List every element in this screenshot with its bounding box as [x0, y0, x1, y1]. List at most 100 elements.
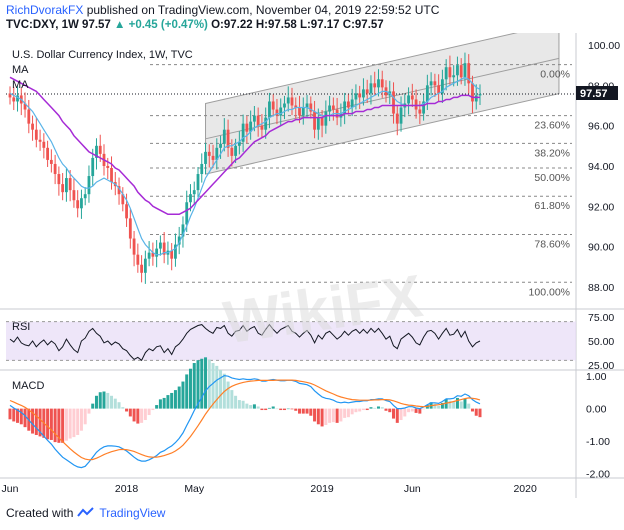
symbol-change: ▲ +0.45 (+0.47%) — [114, 19, 208, 31]
macd-histogram-bar — [237, 400, 241, 409]
candle-body — [347, 101, 350, 108]
candle-body — [241, 123, 245, 142]
macd-histogram-bar — [305, 408, 309, 414]
candle-body — [23, 103, 27, 110]
macd-histogram-bar — [343, 408, 347, 418]
macd-histogram-bar — [256, 406, 260, 409]
author-link[interactable]: RichDvorakFX — [6, 3, 84, 17]
macd-histogram-bar — [414, 408, 418, 413]
macd-histogram-bar — [407, 408, 411, 413]
publish-info: published on TradingView.com, November 0… — [86, 3, 440, 17]
chart-area[interactable]: 0.00% 23.60% 38.20% 50.00% 61.80% 78.60% 100.0… — [0, 33, 624, 506]
candle-body — [365, 89, 369, 94]
candle-body — [98, 145, 102, 154]
macd-label: MACD — [12, 380, 44, 392]
macd-histogram-bar — [463, 398, 467, 409]
candle-body — [204, 151, 207, 164]
macd-histogram-bar — [252, 404, 256, 409]
candle-body — [132, 238, 136, 255]
candle-body — [478, 94, 482, 96]
candle-body — [343, 101, 347, 114]
candle-body — [143, 258, 147, 273]
macd-histogram-bar — [38, 408, 42, 437]
candle-body — [91, 157, 95, 177]
candle-body — [121, 194, 125, 205]
macd-tick-label: 1.00 — [586, 371, 607, 383]
candle-body — [290, 97, 294, 106]
macd-histogram-bar — [376, 406, 380, 409]
macd-histogram-bar — [271, 406, 275, 409]
candle-body — [437, 85, 441, 94]
candle-body — [324, 111, 328, 126]
candle-body — [125, 204, 128, 219]
candle-body — [286, 97, 290, 104]
fib-level-label: 0.00% — [540, 69, 570, 81]
candle-body — [362, 89, 365, 98]
macd-histogram-bar — [279, 408, 283, 411]
candle-body — [249, 121, 253, 132]
macd-histogram-bar — [290, 408, 294, 410]
rsi-tick-label: 75.00 — [588, 312, 614, 324]
macd-histogram-bar — [147, 408, 151, 416]
candle-body — [448, 67, 452, 78]
macd-histogram-bar — [388, 408, 392, 413]
candle-body — [159, 242, 162, 249]
macd-histogram-bar — [399, 408, 403, 421]
macd-histogram-bar — [448, 400, 452, 409]
macd-histogram-bar — [91, 403, 95, 409]
macd-histogram-bar — [12, 408, 16, 422]
macd-histogram-bar — [324, 408, 328, 426]
candle-body — [305, 103, 309, 108]
macd-histogram-bar — [275, 408, 279, 410]
rsi-line — [9, 323, 481, 362]
macd-histogram-bar — [34, 408, 38, 435]
candle-body — [162, 242, 166, 255]
candle-body — [181, 224, 185, 237]
macd-histogram-bar — [106, 392, 110, 409]
macd-histogram-bar — [478, 408, 482, 418]
price-tick-label: 88.00 — [588, 282, 614, 294]
footer-brand[interactable]: TradingView — [99, 506, 166, 520]
candle-body — [471, 83, 474, 102]
candle-body — [392, 91, 395, 114]
macd-histogram-bar — [309, 408, 313, 416]
macd-histogram-bar — [72, 408, 76, 438]
macd-histogram-bar — [166, 395, 170, 409]
candle-body — [38, 139, 42, 142]
macd-histogram-bar — [136, 408, 140, 424]
candle-body — [117, 186, 121, 195]
candle-body — [422, 101, 425, 114]
candle-body — [350, 99, 354, 108]
macd-histogram-bar — [346, 408, 350, 418]
fib-level-label: 100.00% — [529, 286, 570, 298]
macd-histogram-bar — [444, 399, 448, 409]
fib-level-label: 78.60% — [534, 239, 570, 251]
price-badge — [576, 86, 618, 100]
macd-histogram-bar — [440, 402, 444, 409]
macd-histogram-bar — [249, 405, 253, 409]
macd-histogram-bar — [181, 381, 185, 409]
time-tick-label: 2019 — [310, 483, 334, 495]
macd-histogram-bar — [49, 408, 53, 440]
footer: Created with TradingView — [6, 506, 165, 520]
macd-histogram-bar — [459, 401, 463, 409]
candle-body — [441, 79, 444, 94]
macd-histogram-bar — [143, 408, 147, 421]
candle-body — [106, 165, 110, 168]
macd-histogram-bar — [339, 408, 343, 422]
candle-body — [185, 202, 189, 225]
macd-histogram-bar — [170, 392, 174, 409]
macd-histogram-bar — [392, 408, 396, 419]
macd-tick-label: -1.00 — [586, 436, 610, 448]
macd-histogram-bar — [230, 390, 234, 409]
macd-histogram-bar — [53, 408, 57, 443]
macd-histogram-bar — [452, 401, 456, 409]
macd-histogram-bar — [361, 408, 365, 411]
macd-histogram-bar — [158, 399, 162, 409]
candle-body — [283, 103, 286, 108]
macd-histogram-bar — [125, 408, 129, 412]
candle-body — [298, 107, 301, 116]
time-tick-label: 2020 — [513, 483, 537, 495]
macd-histogram-bar — [470, 408, 474, 412]
tradingview-logo-icon — [77, 507, 95, 517]
